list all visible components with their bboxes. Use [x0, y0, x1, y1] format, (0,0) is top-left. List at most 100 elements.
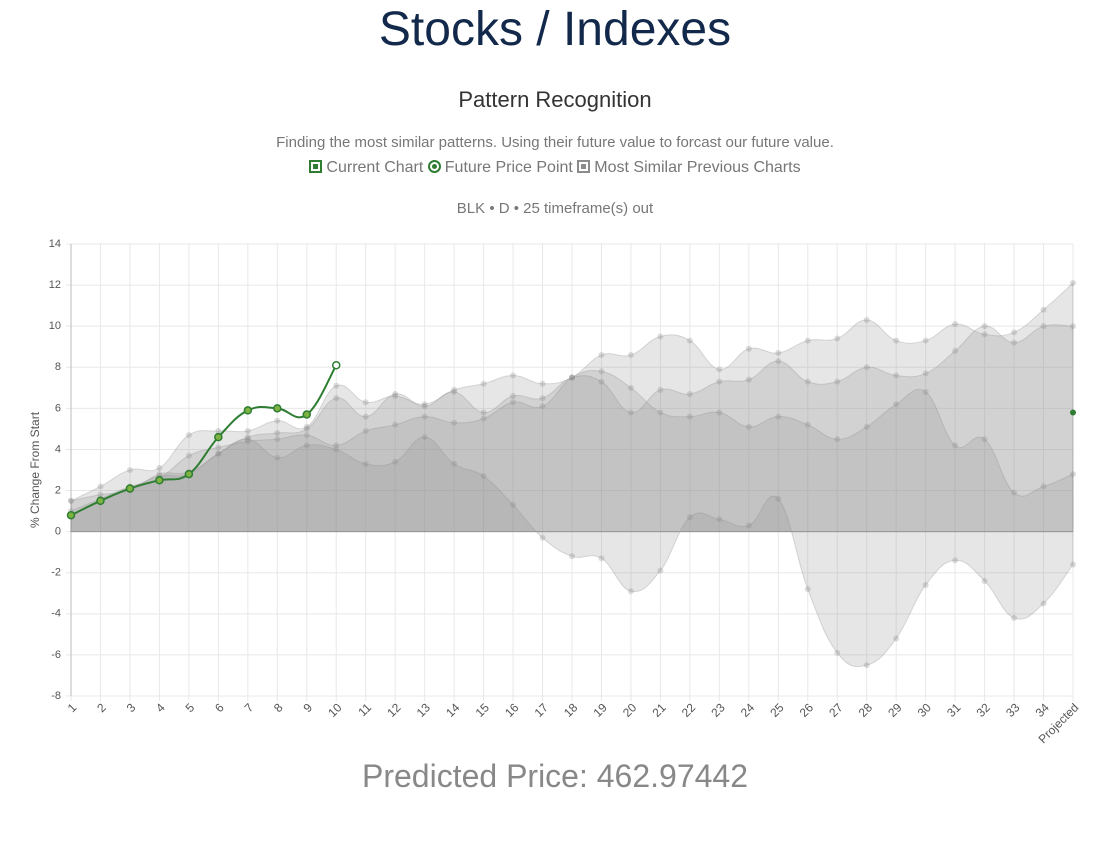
similar-point	[303, 425, 310, 432]
similar-point	[1040, 323, 1047, 330]
x-tick-label: 34	[1033, 700, 1053, 720]
similar-point	[598, 351, 605, 358]
similar-point	[333, 382, 340, 389]
x-tick-label: 7	[242, 700, 257, 715]
y-tick-label: -8	[51, 690, 61, 702]
similar-point	[303, 423, 310, 430]
x-tick-label: 27	[826, 700, 846, 720]
similar-point	[333, 395, 340, 402]
similar-point	[627, 384, 634, 391]
legend-item[interactable]: Current Chart	[309, 159, 423, 176]
similar-point	[480, 415, 487, 422]
similar-point	[981, 331, 988, 338]
similar-point	[1011, 339, 1018, 346]
similar-point	[510, 372, 517, 379]
similar-point	[510, 501, 517, 508]
x-tick-label: 30	[915, 700, 935, 720]
similar-point	[274, 417, 281, 424]
similar-point	[303, 432, 310, 439]
similar-point	[451, 460, 458, 467]
x-tick-label: 20	[620, 700, 640, 720]
similar-point	[981, 577, 988, 584]
x-tick-label: 32	[974, 700, 994, 720]
similar-point	[804, 421, 811, 428]
similar-point	[421, 403, 428, 410]
series-point	[273, 404, 282, 413]
similar-point	[981, 436, 988, 443]
legend-icon	[577, 160, 591, 173]
similar-point	[68, 497, 74, 504]
similar-point	[392, 390, 399, 397]
y-tick-label: 8	[55, 361, 61, 373]
similar-point	[745, 345, 752, 352]
legend-item[interactable]: Future Price Point	[427, 159, 573, 176]
similar-point	[392, 458, 399, 465]
similar-point	[1040, 306, 1047, 313]
similar-point	[539, 395, 546, 402]
similar-point	[333, 442, 340, 449]
similar-point	[244, 427, 251, 434]
legend-label: Most Similar Previous Charts	[594, 159, 801, 176]
y-tick-label: 14	[49, 238, 61, 250]
similar-point	[775, 349, 782, 356]
similar-point	[745, 376, 752, 383]
legend-item[interactable]: Most Similar Previous Charts	[577, 159, 801, 176]
similar-point	[303, 442, 310, 449]
similar-point	[686, 390, 693, 397]
similar-point	[686, 337, 693, 344]
x-tick-label: 24	[738, 700, 758, 720]
x-tick-label: 25	[767, 700, 787, 720]
similar-point	[156, 464, 163, 471]
similar-point	[686, 514, 693, 521]
x-tick-label: 22	[679, 700, 699, 720]
similar-point	[657, 409, 664, 416]
similar-point	[804, 586, 811, 593]
similar-point	[126, 467, 133, 473]
series-point	[155, 476, 164, 485]
similar-point	[215, 427, 222, 434]
series-point	[214, 432, 223, 442]
x-tick-label: 18	[561, 700, 581, 720]
series-point	[331, 360, 341, 370]
similar-point	[362, 413, 369, 420]
similar-point	[716, 516, 723, 523]
similar-point	[952, 557, 959, 564]
x-tick-label: 14	[443, 700, 463, 720]
similar-point	[1011, 489, 1018, 496]
similar-point	[392, 421, 399, 428]
series-point	[96, 496, 105, 506]
similar-point	[1011, 614, 1018, 621]
similar-point	[215, 444, 222, 451]
similar-point	[510, 399, 517, 406]
similar-point	[716, 409, 723, 416]
x-tick-label: 3	[124, 700, 139, 715]
similar-point	[274, 436, 281, 443]
similar-point	[981, 323, 988, 330]
x-tick-label: 19	[590, 700, 610, 720]
similar-point	[893, 372, 900, 379]
y-tick-label: 4	[55, 443, 61, 455]
x-tick-label: 26	[797, 700, 817, 720]
x-tick-label: 21	[649, 700, 669, 720]
series-point	[243, 406, 253, 415]
similar-point	[480, 473, 487, 480]
chart-caption: BLK • D • 25 timeframe(s) out	[456, 200, 654, 217]
similar-point	[392, 393, 399, 400]
x-tick-label: 11	[355, 700, 374, 719]
x-tick-label: 17	[532, 700, 552, 720]
series-point	[184, 469, 194, 479]
similar-point	[480, 380, 487, 387]
similar-point	[421, 413, 428, 420]
similar-point	[952, 321, 959, 328]
x-tick-label: 13	[414, 700, 434, 720]
similar-point	[274, 430, 281, 437]
similar-point	[1040, 483, 1047, 490]
prediction: Predicted Price: 462.97442	[361, 758, 749, 794]
x-tick-label: 15	[473, 700, 493, 720]
similar-area	[70, 436, 1074, 668]
similar-point	[97, 491, 104, 498]
series-point	[66, 510, 76, 520]
similar-point	[1040, 600, 1047, 607]
legend-label: Current Chart	[326, 159, 424, 176]
